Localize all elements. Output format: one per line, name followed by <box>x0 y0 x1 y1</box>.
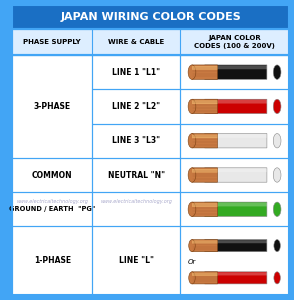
FancyBboxPatch shape <box>92 89 180 124</box>
Text: 1-PHASE: 1-PHASE <box>34 256 71 265</box>
Ellipse shape <box>273 202 281 217</box>
Text: PHASE SUPPLY: PHASE SUPPLY <box>24 39 81 45</box>
Text: GROUND / EARTH  "PG": GROUND / EARTH "PG" <box>9 206 96 212</box>
FancyBboxPatch shape <box>205 240 267 243</box>
FancyBboxPatch shape <box>192 273 218 276</box>
Ellipse shape <box>189 272 195 284</box>
Ellipse shape <box>188 99 196 114</box>
Text: LINE 1 "L1": LINE 1 "L1" <box>112 68 160 76</box>
FancyBboxPatch shape <box>192 240 218 252</box>
FancyBboxPatch shape <box>205 168 267 182</box>
FancyBboxPatch shape <box>205 272 267 275</box>
FancyBboxPatch shape <box>192 202 218 217</box>
FancyBboxPatch shape <box>192 99 218 114</box>
Text: LINE 2 "L2": LINE 2 "L2" <box>112 102 160 111</box>
FancyBboxPatch shape <box>92 158 180 192</box>
FancyBboxPatch shape <box>205 66 267 69</box>
Text: LINE 3 "L3": LINE 3 "L3" <box>112 136 160 145</box>
Text: 3-PHASE: 3-PHASE <box>34 102 71 111</box>
FancyBboxPatch shape <box>12 226 92 295</box>
FancyBboxPatch shape <box>205 134 267 138</box>
Ellipse shape <box>188 168 196 182</box>
FancyBboxPatch shape <box>12 55 92 158</box>
FancyBboxPatch shape <box>205 65 267 79</box>
FancyBboxPatch shape <box>192 135 218 138</box>
FancyBboxPatch shape <box>180 226 289 295</box>
FancyBboxPatch shape <box>12 5 289 29</box>
FancyBboxPatch shape <box>92 55 180 89</box>
FancyBboxPatch shape <box>205 203 267 206</box>
FancyBboxPatch shape <box>205 240 267 252</box>
Ellipse shape <box>188 202 196 217</box>
FancyBboxPatch shape <box>180 158 289 192</box>
FancyBboxPatch shape <box>180 192 289 226</box>
FancyBboxPatch shape <box>12 158 92 192</box>
Ellipse shape <box>189 240 195 252</box>
Text: NEUTRAL "N": NEUTRAL "N" <box>108 170 165 179</box>
FancyBboxPatch shape <box>192 100 218 104</box>
FancyBboxPatch shape <box>192 169 218 172</box>
Ellipse shape <box>188 134 196 148</box>
Ellipse shape <box>188 65 196 79</box>
Text: Or: Or <box>188 259 196 265</box>
FancyBboxPatch shape <box>205 99 267 114</box>
FancyBboxPatch shape <box>205 100 267 103</box>
FancyBboxPatch shape <box>180 124 289 158</box>
Ellipse shape <box>273 168 281 182</box>
FancyBboxPatch shape <box>180 55 289 89</box>
FancyBboxPatch shape <box>192 241 218 244</box>
FancyBboxPatch shape <box>192 65 218 79</box>
Text: LINE "L": LINE "L" <box>118 256 154 265</box>
Text: JAPAN COLOR
CODES (100 & 200V): JAPAN COLOR CODES (100 & 200V) <box>194 35 275 49</box>
FancyBboxPatch shape <box>192 66 218 70</box>
Text: www.electricaltechnology.org: www.electricaltechnology.org <box>100 199 172 204</box>
FancyBboxPatch shape <box>92 192 180 226</box>
Text: www.electricaltechnology.org: www.electricaltechnology.org <box>16 199 88 204</box>
Text: WIRE & CABLE: WIRE & CABLE <box>108 39 164 45</box>
FancyBboxPatch shape <box>205 272 267 284</box>
FancyBboxPatch shape <box>205 202 267 217</box>
FancyBboxPatch shape <box>180 89 289 124</box>
Ellipse shape <box>273 134 281 148</box>
FancyBboxPatch shape <box>205 169 267 172</box>
Ellipse shape <box>274 272 280 284</box>
FancyBboxPatch shape <box>192 134 218 148</box>
Text: JAPAN WIRING COLOR CODES: JAPAN WIRING COLOR CODES <box>60 12 241 22</box>
FancyBboxPatch shape <box>192 168 218 182</box>
FancyBboxPatch shape <box>92 124 180 158</box>
FancyBboxPatch shape <box>205 134 267 148</box>
Text: COMMON: COMMON <box>32 170 73 179</box>
FancyBboxPatch shape <box>192 272 218 284</box>
FancyBboxPatch shape <box>92 226 180 295</box>
Ellipse shape <box>273 99 281 114</box>
Ellipse shape <box>273 65 281 79</box>
FancyBboxPatch shape <box>192 203 218 207</box>
FancyBboxPatch shape <box>12 29 289 55</box>
Ellipse shape <box>274 240 280 252</box>
FancyBboxPatch shape <box>12 192 92 226</box>
